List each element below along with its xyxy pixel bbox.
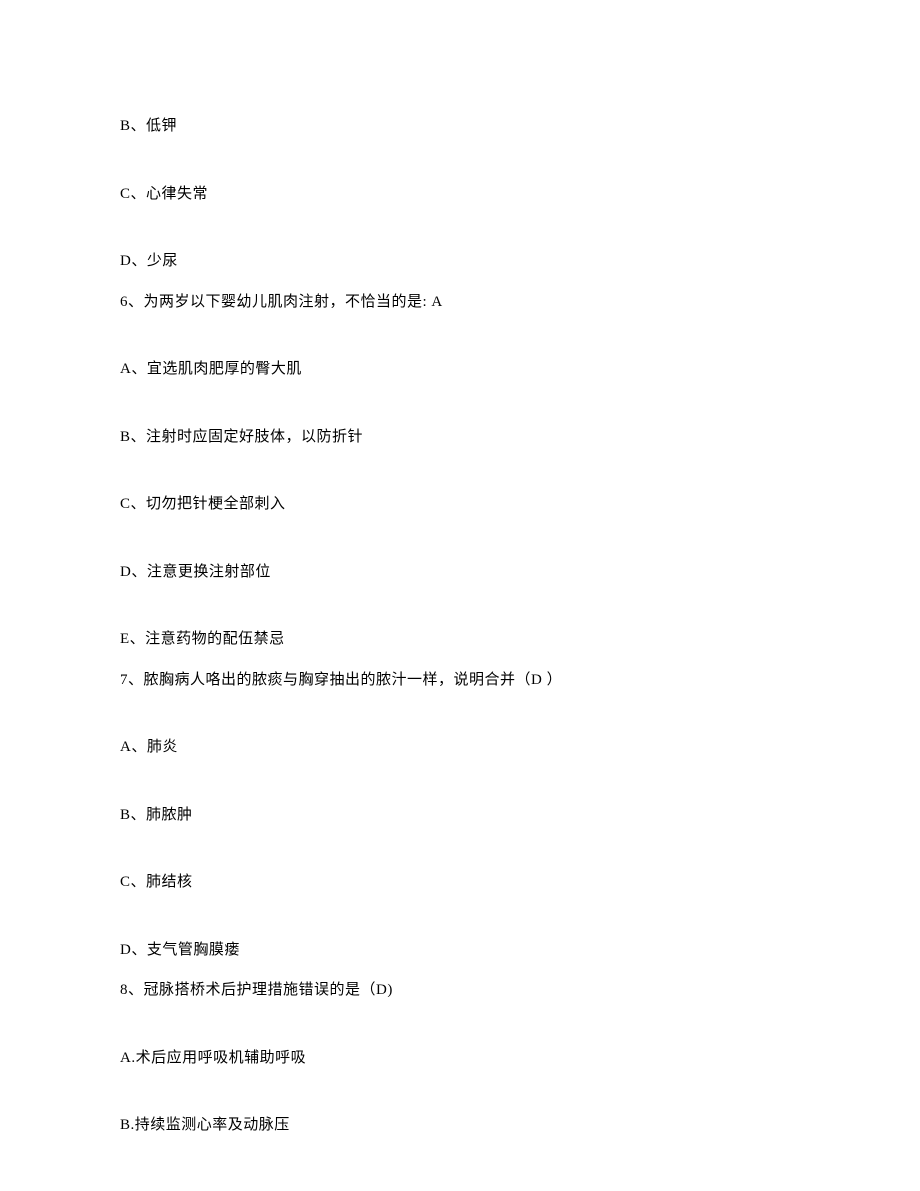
text-line: 8、冠脉搭桥术后护理措施错误的是（D) xyxy=(120,979,800,1002)
text-line: B.持续监测心率及动脉压 xyxy=(120,1114,800,1137)
text-line: C、心律失常 xyxy=(120,183,800,206)
text-line: E、注意药物的配伍禁忌 xyxy=(120,628,800,651)
text-line: B、低钾 xyxy=(120,115,800,138)
text-line: B、肺脓肿 xyxy=(120,804,800,827)
text-line: 7、脓胸病人咯出的脓痰与胸穿抽出的脓汁一样，说明合并（D ） xyxy=(120,669,800,692)
text-line: D、注意更换注射部位 xyxy=(120,561,800,584)
text-line: 6、为两岁以下婴幼儿肌肉注射，不恰当的是: A xyxy=(120,291,800,314)
text-line: D、少尿 xyxy=(120,250,800,273)
text-line: A、宜选肌肉肥厚的臀大肌 xyxy=(120,358,800,381)
text-line: D、支气管胸膜瘘 xyxy=(120,939,800,962)
text-line: B、注射时应固定好肢体，以防折针 xyxy=(120,426,800,449)
text-line: C、切勿把针梗全部刺入 xyxy=(120,493,800,516)
text-line: C、肺结核 xyxy=(120,871,800,894)
text-line: A、肺炎 xyxy=(120,736,800,759)
text-line: A.术后应用呼吸机辅助呼吸 xyxy=(120,1047,800,1070)
